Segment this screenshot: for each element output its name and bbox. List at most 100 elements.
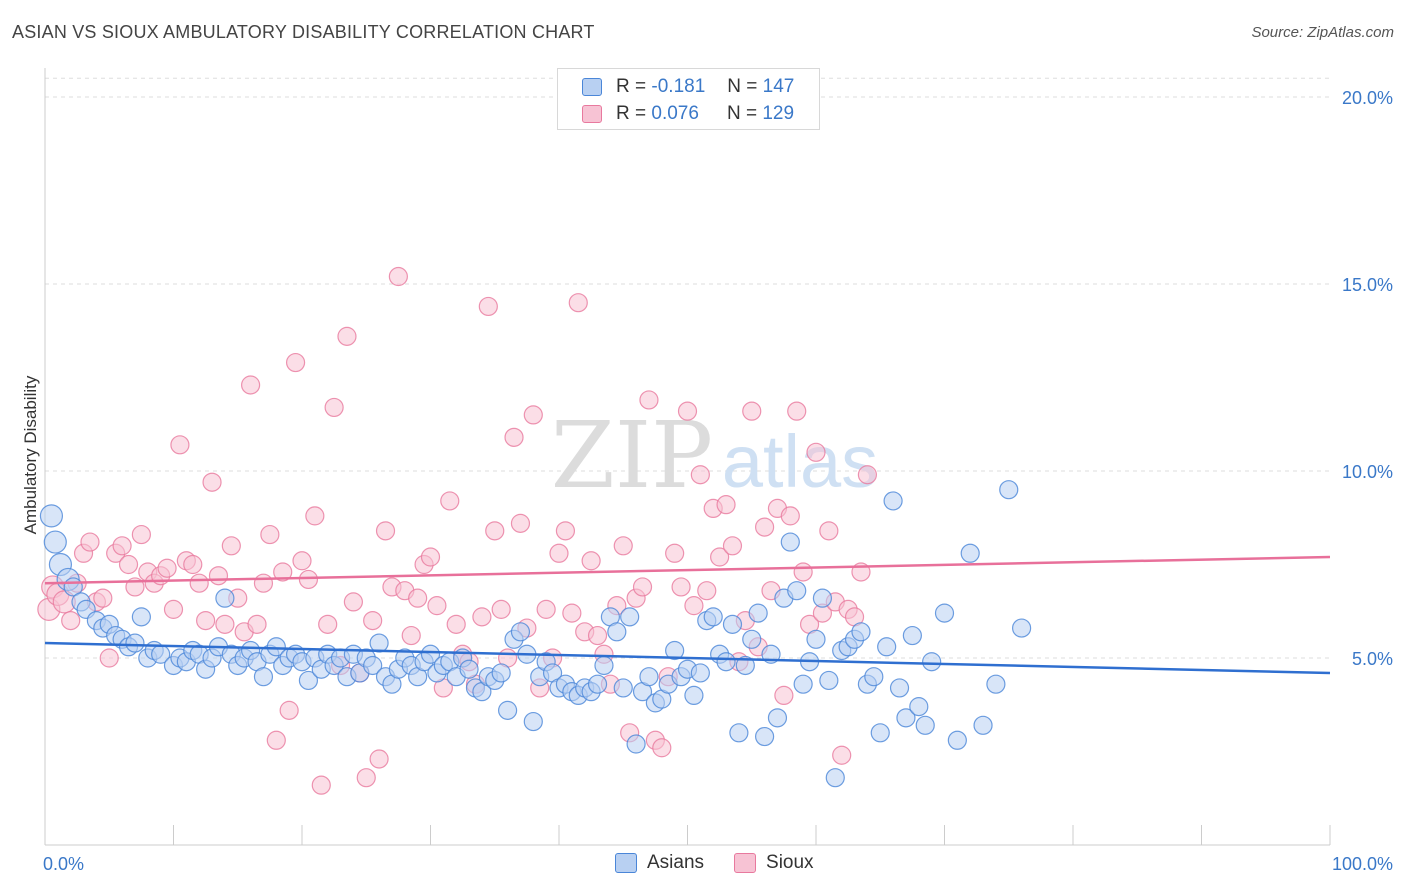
sioux-point xyxy=(363,610,383,631)
sioux-point xyxy=(131,524,151,545)
x-tick-label-min: 0.0% xyxy=(43,854,84,874)
sioux-point xyxy=(215,614,235,634)
r-label: R = xyxy=(616,103,647,124)
asians-point xyxy=(902,625,922,646)
sioux-point xyxy=(780,506,800,526)
sioux-point xyxy=(581,551,601,571)
y-tick-label: 5.0% xyxy=(1352,649,1393,669)
sioux-point xyxy=(369,749,389,769)
sioux-point xyxy=(260,524,280,545)
asians-point xyxy=(973,715,993,735)
sioux-point xyxy=(388,266,408,287)
sioux-point xyxy=(440,491,460,511)
asians-point xyxy=(722,614,743,634)
sioux-point xyxy=(819,521,839,541)
asians-point xyxy=(819,670,839,691)
asians-point xyxy=(915,715,935,735)
asians-point xyxy=(607,622,627,642)
asians-point xyxy=(999,480,1019,500)
sioux-point xyxy=(221,536,241,556)
y-tick-label: 10.0% xyxy=(1342,462,1393,482)
sioux-point xyxy=(742,401,762,421)
legend-item-sioux: Sioux xyxy=(734,852,814,874)
asians-point xyxy=(716,652,736,672)
sioux-point xyxy=(446,614,466,634)
asians-point xyxy=(754,726,775,747)
asians-point xyxy=(986,674,1006,694)
sioux-point xyxy=(305,506,325,526)
watermark-atlas: atlas xyxy=(722,420,878,503)
sioux-point xyxy=(298,569,319,590)
sioux-point xyxy=(375,521,396,541)
asians-point xyxy=(729,723,749,743)
asians-point xyxy=(864,667,884,687)
n-label: N = xyxy=(726,103,758,124)
asians-point xyxy=(690,663,710,683)
legend-label-asians: Asians xyxy=(647,852,705,873)
sioux-point xyxy=(285,352,306,373)
sioux-point xyxy=(196,610,216,631)
sioux-point xyxy=(671,577,691,597)
sioux-point xyxy=(318,614,338,634)
sioux-point xyxy=(562,603,582,623)
asians-point xyxy=(909,697,929,717)
asians-point xyxy=(851,622,871,642)
y-tick-label: 15.0% xyxy=(1342,275,1393,295)
sioux-point xyxy=(241,375,261,395)
sioux-point xyxy=(266,730,286,750)
sioux-point xyxy=(356,768,376,788)
trend-lines xyxy=(44,555,1331,675)
sioux-point xyxy=(170,435,190,455)
asians-point xyxy=(896,708,916,728)
sioux-point xyxy=(639,390,659,410)
asians-point xyxy=(594,655,614,676)
chart-title: ASIAN VS SIOUX AMBULATORY DISABILITY COR… xyxy=(12,22,595,42)
asians-legend-swatch xyxy=(615,853,637,873)
asians-point xyxy=(587,674,608,694)
n-label: N = xyxy=(727,76,758,97)
asians-point xyxy=(459,659,479,679)
asians-point xyxy=(793,674,813,694)
sioux-point xyxy=(665,543,685,563)
sioux-point xyxy=(157,558,177,578)
sioux-point xyxy=(202,472,222,492)
sioux-point xyxy=(401,625,421,646)
sioux-point xyxy=(485,521,505,541)
sioux-point xyxy=(710,547,730,567)
sioux-point xyxy=(343,592,363,612)
series-asians-points xyxy=(39,480,1032,788)
sioux-point xyxy=(806,442,826,462)
sioux-point xyxy=(189,573,209,593)
sioux-point xyxy=(208,566,229,586)
asians-point xyxy=(889,678,910,698)
sioux-point xyxy=(697,581,717,601)
sioux-point xyxy=(427,596,447,616)
legend-label-sioux: Sioux xyxy=(766,852,814,873)
sioux-point xyxy=(587,625,608,646)
sioux-point xyxy=(690,465,710,485)
sioux-point xyxy=(61,610,81,631)
asians-point xyxy=(420,644,441,664)
sioux-point xyxy=(292,551,312,571)
asians-point xyxy=(883,491,903,511)
x-tick-label-max: 100.0% xyxy=(1332,854,1393,874)
sioux-point xyxy=(510,513,531,533)
sioux-point xyxy=(504,427,524,447)
asians-point xyxy=(620,607,640,627)
legend-item-asians: Asians xyxy=(615,852,704,874)
asians-point xyxy=(498,700,518,720)
sioux-point xyxy=(408,588,428,608)
sioux-point xyxy=(754,517,775,537)
asians-point xyxy=(626,734,646,754)
sioux-point xyxy=(523,405,543,425)
sioux-point xyxy=(857,465,878,485)
asians-point xyxy=(639,667,659,687)
n-value-sioux: 129 xyxy=(762,103,795,124)
r-value-sioux: 0.076 xyxy=(651,103,699,124)
correlation-legend: R = -0.181 N = 147 R = 0.076 N = 129 xyxy=(557,68,820,130)
sioux-point xyxy=(632,577,653,597)
asians-point xyxy=(523,711,543,732)
asians-point xyxy=(703,607,723,627)
sioux-point xyxy=(247,614,267,634)
asians-point xyxy=(613,678,633,698)
